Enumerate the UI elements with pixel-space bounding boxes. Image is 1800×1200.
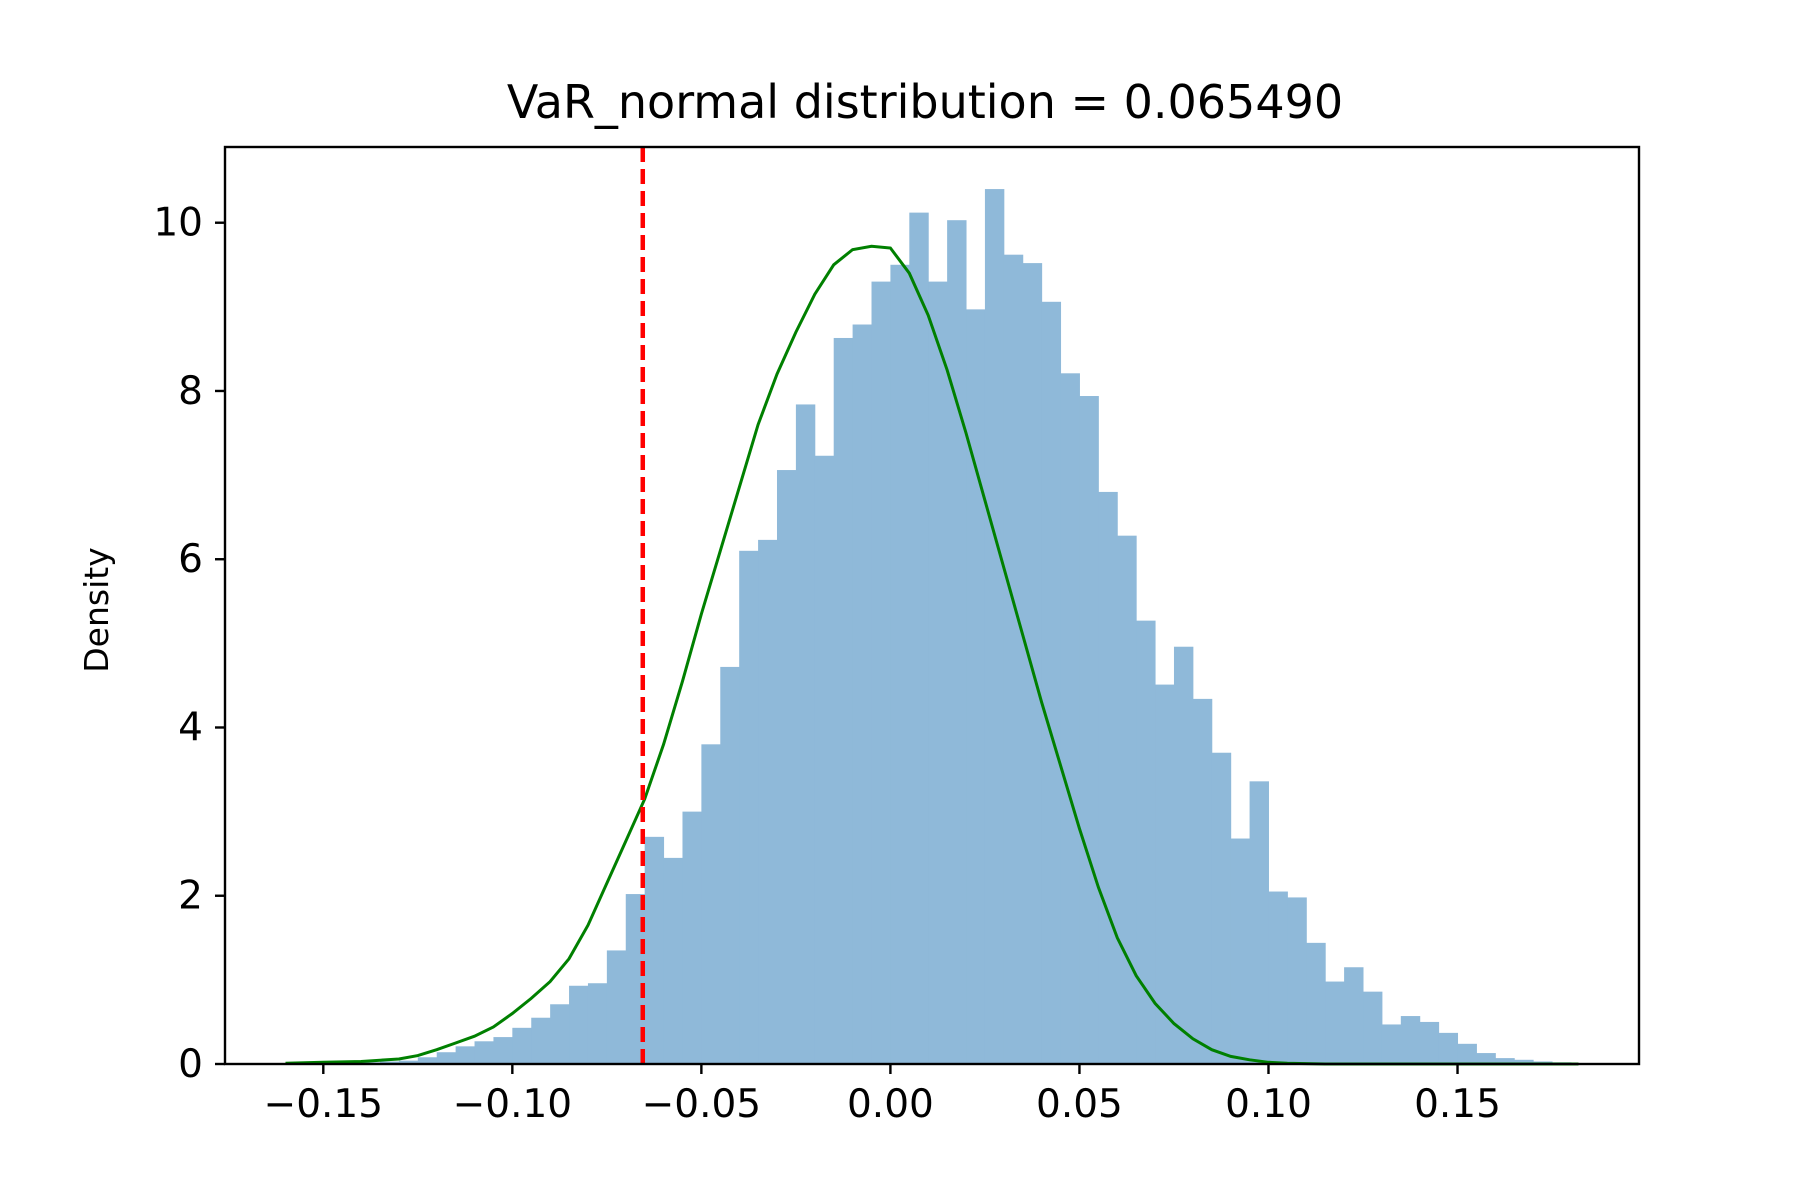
histogram-bar	[588, 983, 607, 1064]
histogram-bar	[1325, 982, 1344, 1064]
histogram-bar	[928, 282, 947, 1064]
histogram-bar	[739, 551, 758, 1064]
histogram-bar	[1061, 373, 1080, 1064]
histogram-bar	[682, 812, 701, 1064]
y-tick-label: 2	[178, 874, 203, 919]
histogram-bar	[1079, 396, 1098, 1064]
histogram-bar	[1382, 1024, 1401, 1064]
histogram-bar	[437, 1052, 456, 1064]
y-tick-label: 6	[178, 537, 203, 582]
x-tick-label: −0.10	[453, 1082, 573, 1127]
histogram-bar	[720, 667, 739, 1064]
y-tick-label: 4	[178, 705, 203, 750]
histogram-bar	[1117, 536, 1136, 1064]
histogram-bar	[550, 1004, 569, 1064]
histogram-bar	[1268, 892, 1287, 1064]
x-tick-label: 0.10	[1225, 1082, 1312, 1127]
histogram-bar	[664, 858, 683, 1064]
y-tick-label: 10	[153, 201, 203, 246]
histogram-bar	[456, 1046, 475, 1064]
histogram-bar	[1023, 263, 1042, 1064]
histogram-bar	[1042, 302, 1061, 1064]
histogram-bar	[701, 744, 720, 1064]
histogram-bar	[1174, 647, 1193, 1064]
y-tick-label: 8	[178, 369, 203, 414]
histogram-bar	[1004, 255, 1023, 1064]
histogram-bar	[1212, 753, 1231, 1064]
histogram-bar	[1344, 967, 1363, 1064]
x-tick-label: 0.05	[1036, 1082, 1123, 1127]
x-tick-label: 0.15	[1414, 1082, 1501, 1127]
histogram-bar	[777, 470, 796, 1064]
histogram-bar	[1439, 1033, 1458, 1064]
histogram-bar	[1193, 699, 1212, 1064]
chart-title: VaR_normal distribution = 0.065490	[507, 75, 1343, 129]
histogram-bar	[947, 220, 966, 1064]
histogram-bar	[531, 1018, 550, 1064]
histogram-bar	[853, 325, 872, 1064]
y-tick-label: 0	[178, 1042, 203, 1087]
histogram-bar	[1098, 492, 1117, 1064]
histogram-bar	[1420, 1022, 1439, 1064]
histogram-bar	[645, 837, 664, 1064]
histogram-bar	[796, 404, 815, 1064]
histogram-bar	[512, 1028, 531, 1064]
x-tick-label: −0.05	[642, 1082, 762, 1127]
histogram-bar	[909, 213, 928, 1064]
histogram-bar	[1476, 1053, 1495, 1064]
y-axis-label: Density	[77, 547, 116, 672]
histogram-bar	[758, 540, 777, 1064]
histogram-bar	[815, 456, 834, 1064]
histogram-bar	[1363, 992, 1382, 1064]
histogram-bar	[607, 950, 626, 1064]
histogram-bar	[966, 309, 985, 1064]
histogram-bar	[493, 1037, 512, 1064]
histogram-bar	[1401, 1016, 1420, 1064]
histogram-bar	[1231, 839, 1250, 1064]
x-tick-label: −0.15	[264, 1082, 384, 1127]
histogram-bar	[569, 986, 588, 1064]
histogram-bar	[834, 338, 853, 1064]
histogram-bar	[1458, 1044, 1477, 1064]
histogram-bar	[1306, 943, 1325, 1064]
histogram-bar	[1287, 897, 1306, 1064]
histogram-bar	[872, 282, 891, 1064]
histogram-bar	[890, 265, 909, 1064]
histogram-bar	[1250, 781, 1269, 1064]
x-tick-label: 0.00	[847, 1082, 934, 1127]
histogram-bar	[985, 189, 1004, 1064]
histogram-bar	[475, 1041, 494, 1064]
